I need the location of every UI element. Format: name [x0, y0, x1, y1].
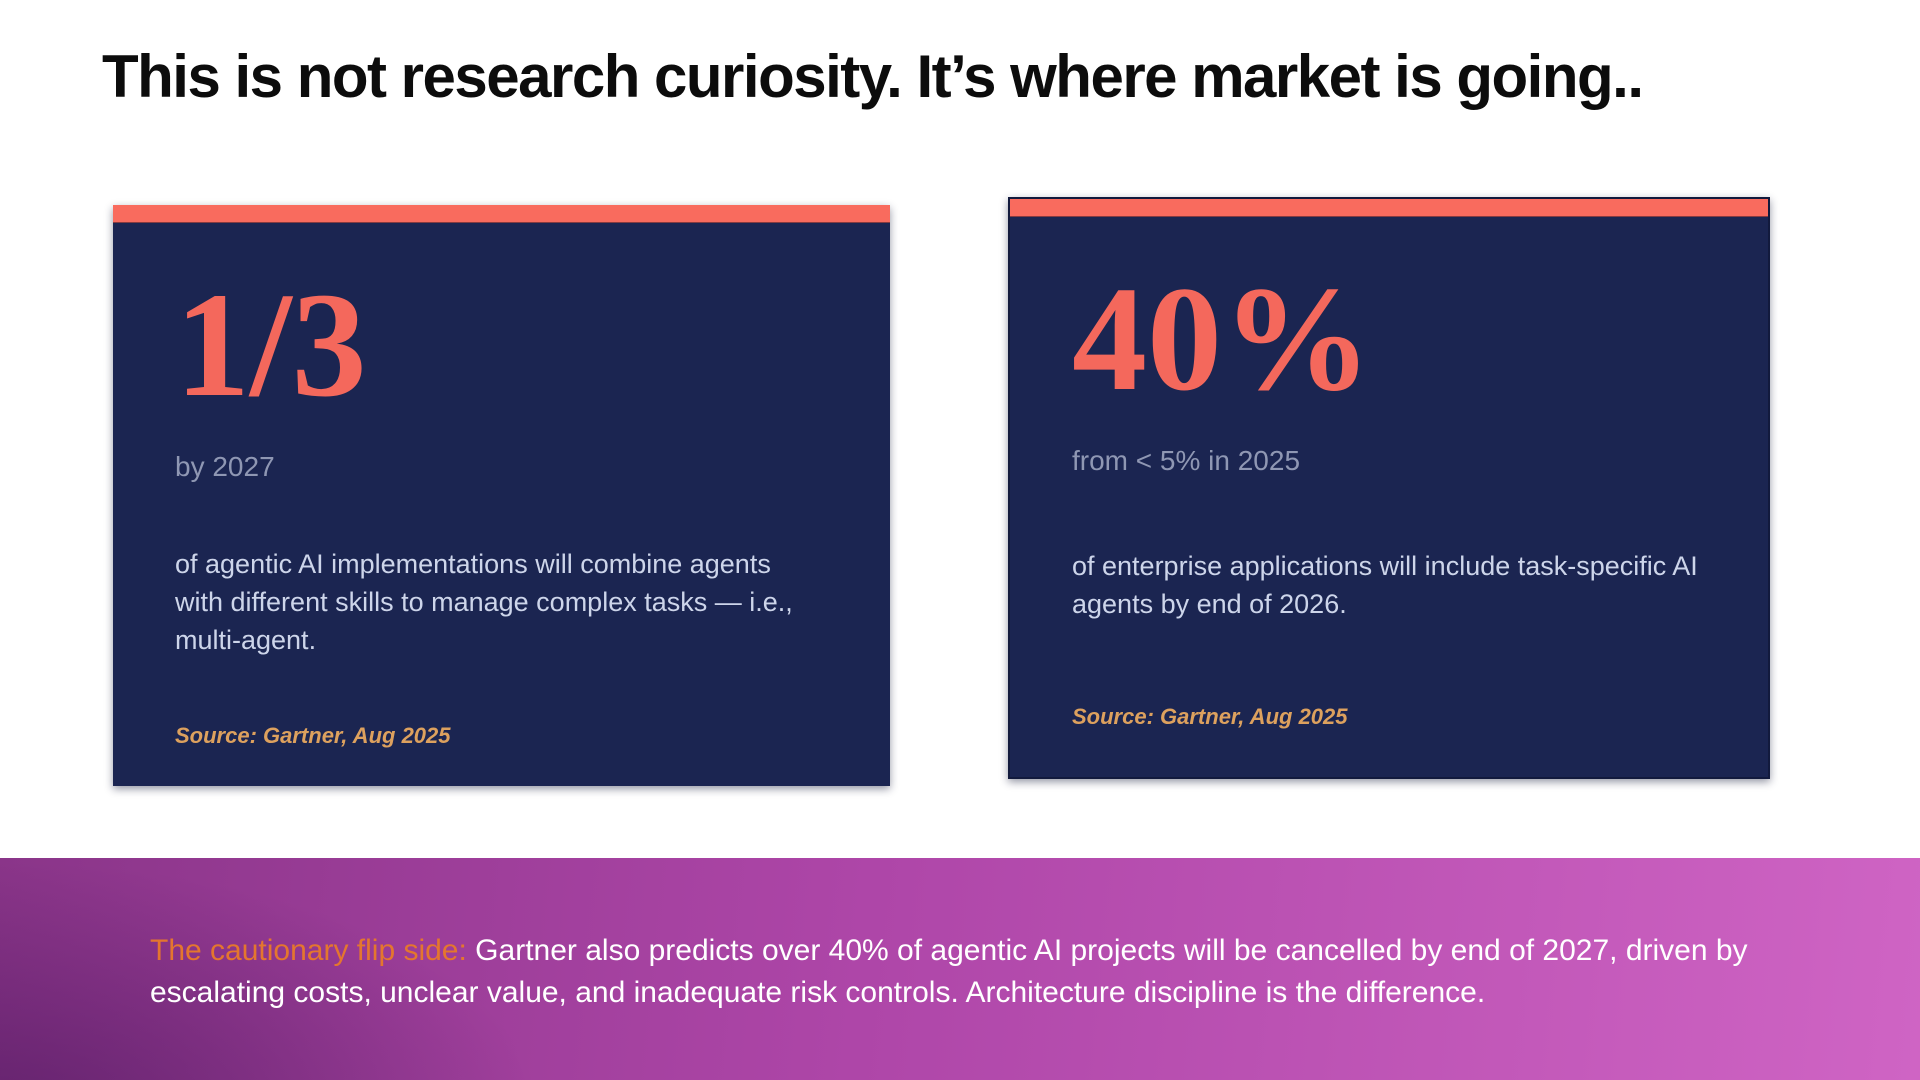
stat-description: of agentic AI implementations will combi… — [175, 549, 793, 655]
stat-qualifier: by 2027 — [175, 451, 275, 482]
card-accent-bar — [113, 205, 890, 223]
banner-highlight: The cautionary flip side: — [150, 934, 467, 967]
banner-body: Gartner also predicts over 40% of agenti… — [150, 934, 1748, 1009]
caution-banner: The cautionary flip side: Gartner also p… — [0, 858, 1920, 1080]
stat-card-agentic-implementations: 1/3 by 2027 of agentic AI implementation… — [113, 205, 890, 786]
banner-text: The cautionary flip side: Gartner also p… — [150, 930, 1880, 1014]
slide-title: This is not research curiosity. It’s whe… — [102, 43, 1644, 110]
stat-source: Source: Gartner, Aug 2025 — [175, 723, 451, 748]
stat-qualifier: from < 5% in 2025 — [1072, 445, 1301, 476]
stat-description: of enterprise applications will include … — [1072, 551, 1698, 619]
stat-card-enterprise-applications: 40% from < 5% in 2025 of enterprise appl… — [1008, 197, 1770, 779]
stat-value: 1/3 — [175, 262, 367, 428]
stat-value: 40% — [1072, 256, 1372, 422]
stat-source: Source: Gartner, Aug 2025 — [1072, 704, 1348, 729]
card-accent-bar — [1010, 199, 1768, 217]
